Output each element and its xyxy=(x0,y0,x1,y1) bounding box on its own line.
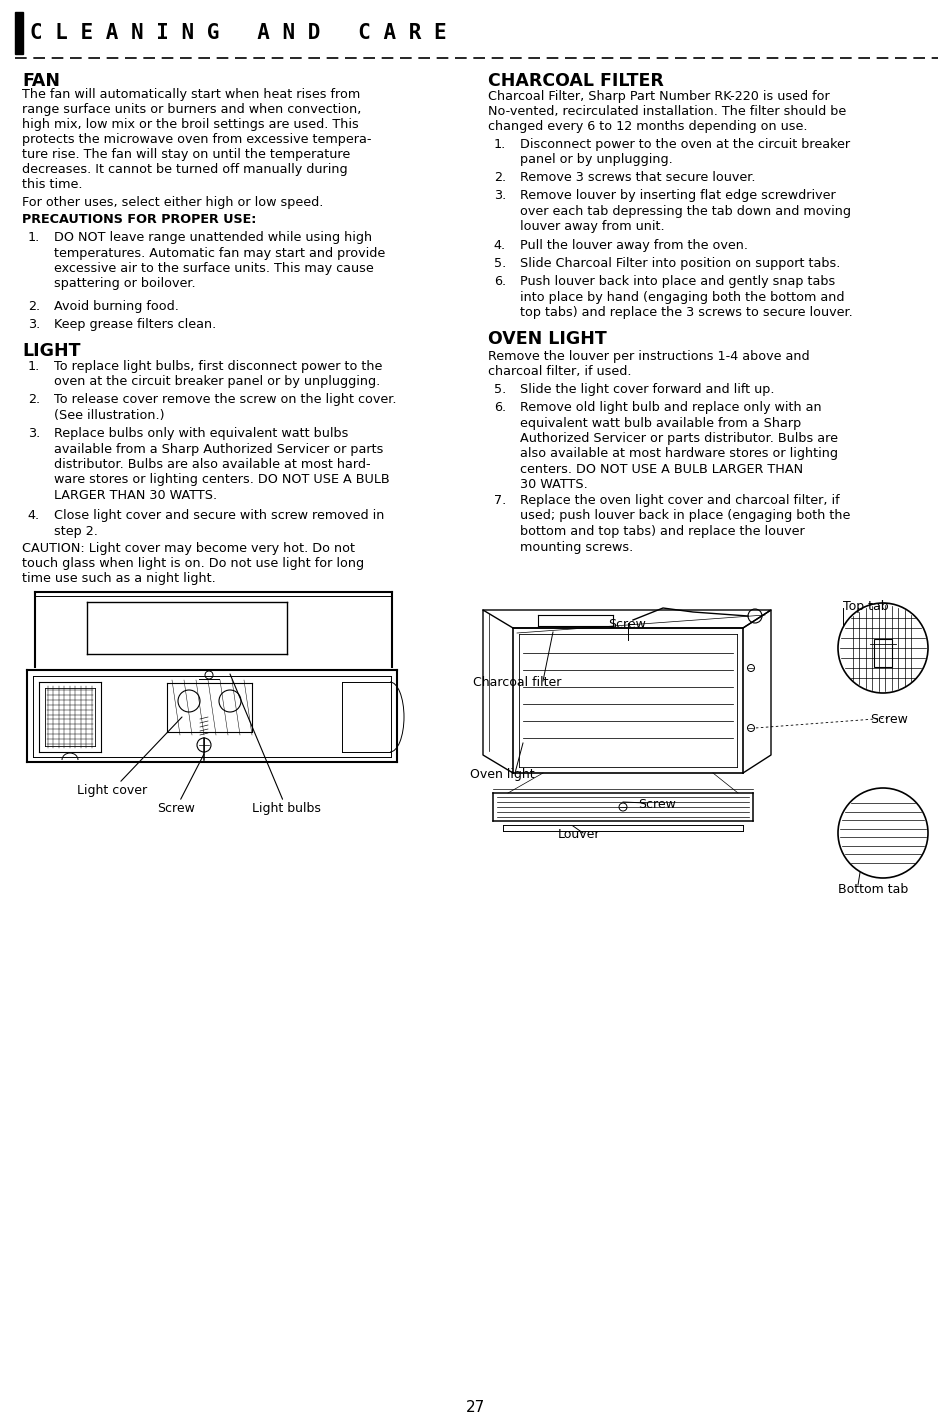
Text: Top tab: Top tab xyxy=(843,600,887,613)
Text: protects the microwave oven from excessive tempera-: protects the microwave oven from excessi… xyxy=(22,133,371,146)
Text: 7.: 7. xyxy=(493,494,506,507)
Text: decreases. It cannot be turned off manually during: decreases. It cannot be turned off manua… xyxy=(22,163,347,175)
Text: high mix, low mix or the broil settings are used. This: high mix, low mix or the broil settings … xyxy=(22,117,358,132)
Text: spattering or boilover.: spattering or boilover. xyxy=(54,277,195,290)
Text: Remove 3 screws that secure louver.: Remove 3 screws that secure louver. xyxy=(520,171,755,184)
Text: 2.: 2. xyxy=(28,393,40,406)
Text: step 2.: step 2. xyxy=(54,525,98,538)
Text: Remove louver by inserting flat edge screwdriver: Remove louver by inserting flat edge scr… xyxy=(520,190,835,202)
Text: excessive air to the surface units. This may cause: excessive air to the surface units. This… xyxy=(54,262,373,275)
Text: changed every 6 to 12 months depending on use.: changed every 6 to 12 months depending o… xyxy=(487,120,806,133)
Text: 3.: 3. xyxy=(28,427,40,440)
Text: 5.: 5. xyxy=(493,258,506,270)
Text: Screw: Screw xyxy=(637,798,675,811)
Text: DO NOT leave range unattended while using high: DO NOT leave range unattended while usin… xyxy=(54,231,371,243)
Text: this time.: this time. xyxy=(22,178,83,191)
Text: Push louver back into place and gently snap tabs: Push louver back into place and gently s… xyxy=(520,275,834,289)
Text: Louver: Louver xyxy=(558,828,600,841)
Text: Light cover: Light cover xyxy=(77,717,182,797)
Text: 30 WATTS.: 30 WATTS. xyxy=(520,478,587,491)
Bar xyxy=(873,640,891,666)
Text: 1.: 1. xyxy=(28,231,40,243)
Text: Slide Charcoal Filter into position on support tabs.: Slide Charcoal Filter into position on s… xyxy=(520,258,840,270)
Text: Screw: Screw xyxy=(157,754,204,815)
Text: available from a Sharp Authorized Servicer or parts: available from a Sharp Authorized Servic… xyxy=(54,443,383,456)
Text: 2.: 2. xyxy=(493,171,506,184)
Text: temperatures. Automatic fan may start and provide: temperatures. Automatic fan may start an… xyxy=(54,246,385,259)
Text: To release cover remove the screw on the light cover.: To release cover remove the screw on the… xyxy=(54,393,396,406)
Text: 4.: 4. xyxy=(493,239,506,252)
Text: Screw: Screw xyxy=(607,618,645,631)
Text: Close light cover and secure with screw removed in: Close light cover and secure with screw … xyxy=(54,509,384,522)
Text: Authorized Servicer or parts distributor. Bulbs are: Authorized Servicer or parts distributor… xyxy=(520,432,837,444)
Text: Remove the louver per instructions 1-4 above and: Remove the louver per instructions 1-4 a… xyxy=(487,350,809,364)
Text: 6.: 6. xyxy=(493,400,506,415)
Text: over each tab depressing the tab down and moving: over each tab depressing the tab down an… xyxy=(520,205,850,218)
Text: 1.: 1. xyxy=(28,359,40,374)
Text: C L E A N I N G   A N D   C A R E: C L E A N I N G A N D C A R E xyxy=(30,23,446,42)
Text: into place by hand (engaging both the bottom and: into place by hand (engaging both the bo… xyxy=(520,290,843,303)
Text: 6.: 6. xyxy=(493,275,506,289)
Text: The fan will automatically start when heat rises from: The fan will automatically start when he… xyxy=(22,88,360,100)
Text: also available at most hardware stores or lighting: also available at most hardware stores o… xyxy=(520,447,837,460)
Text: 4.: 4. xyxy=(28,509,40,522)
Circle shape xyxy=(837,603,927,693)
Text: used; push louver back in place (engaging both the: used; push louver back in place (engagin… xyxy=(520,509,849,522)
Text: 27: 27 xyxy=(466,1399,486,1415)
Text: Slide the light cover forward and lift up.: Slide the light cover forward and lift u… xyxy=(520,383,774,396)
Text: 3.: 3. xyxy=(493,190,506,202)
Text: Replace the oven light cover and charcoal filter, if: Replace the oven light cover and charcoa… xyxy=(520,494,839,507)
Text: ware stores or lighting centers. DO NOT USE A BULB: ware stores or lighting centers. DO NOT … xyxy=(54,474,389,487)
Text: To replace light bulbs, first disconnect power to the: To replace light bulbs, first disconnect… xyxy=(54,359,382,374)
Text: Avoid burning food.: Avoid burning food. xyxy=(54,300,179,313)
Text: CHARCOAL FILTER: CHARCOAL FILTER xyxy=(487,72,664,91)
Text: panel or by unplugging.: panel or by unplugging. xyxy=(520,153,672,167)
Text: Bottom tab: Bottom tab xyxy=(837,883,907,896)
Text: Replace bulbs only with equivalent watt bulbs: Replace bulbs only with equivalent watt … xyxy=(54,427,348,440)
Text: oven at the circuit breaker panel or by unplugging.: oven at the circuit breaker panel or by … xyxy=(54,375,380,389)
Text: 3.: 3. xyxy=(28,318,40,331)
Text: LIGHT: LIGHT xyxy=(22,342,80,359)
Text: Charcoal Filter, Sharp Part Number RK-220 is used for: Charcoal Filter, Sharp Part Number RK-22… xyxy=(487,91,829,103)
Text: distributor. Bulbs are also available at most hard-: distributor. Bulbs are also available at… xyxy=(54,458,370,471)
Text: 5.: 5. xyxy=(493,383,506,396)
Text: Remove old light bulb and replace only with an: Remove old light bulb and replace only w… xyxy=(520,400,821,415)
Text: For other uses, select either high or low speed.: For other uses, select either high or lo… xyxy=(22,197,323,209)
Text: louver away from unit.: louver away from unit. xyxy=(520,219,664,233)
Text: Light bulbs: Light bulbs xyxy=(229,674,321,815)
Text: Oven light: Oven light xyxy=(469,768,534,781)
Text: FAN: FAN xyxy=(22,72,60,91)
Text: Disconnect power to the oven at the circuit breaker: Disconnect power to the oven at the circ… xyxy=(520,139,849,151)
Text: 2.: 2. xyxy=(28,300,40,313)
Text: touch glass when light is on. Do not use light for long: touch glass when light is on. Do not use… xyxy=(22,558,364,570)
Text: No-vented, recirculated installation. The filter should be: No-vented, recirculated installation. Th… xyxy=(487,105,845,117)
Text: Keep grease filters clean.: Keep grease filters clean. xyxy=(54,318,216,331)
Text: equivalent watt bulb available from a Sharp: equivalent watt bulb available from a Sh… xyxy=(520,416,801,430)
Text: bottom and top tabs) and replace the louver: bottom and top tabs) and replace the lou… xyxy=(520,525,803,538)
Text: centers. DO NOT USE A BULB LARGER THAN: centers. DO NOT USE A BULB LARGER THAN xyxy=(520,463,803,475)
Text: top tabs) and replace the 3 screws to secure louver.: top tabs) and replace the 3 screws to se… xyxy=(520,306,852,318)
Circle shape xyxy=(837,788,927,877)
Text: CAUTION: Light cover may become very hot. Do not: CAUTION: Light cover may become very hot… xyxy=(22,542,355,555)
Text: LARGER THAN 30 WATTS.: LARGER THAN 30 WATTS. xyxy=(54,490,217,502)
Text: range surface units or burners and when convection,: range surface units or burners and when … xyxy=(22,103,361,116)
Text: time use such as a night light.: time use such as a night light. xyxy=(22,572,215,584)
Text: (See illustration.): (See illustration.) xyxy=(54,409,165,422)
Text: mounting screws.: mounting screws. xyxy=(520,541,632,553)
Text: 1.: 1. xyxy=(493,139,506,151)
Text: Screw: Screw xyxy=(869,713,907,726)
Bar xyxy=(15,11,23,54)
Text: Pull the louver away from the oven.: Pull the louver away from the oven. xyxy=(520,239,747,252)
Text: ture rise. The fan will stay on until the temperature: ture rise. The fan will stay on until th… xyxy=(22,149,350,161)
Text: PRECAUTIONS FOR PROPER USE:: PRECAUTIONS FOR PROPER USE: xyxy=(22,214,256,226)
Text: Charcoal filter: Charcoal filter xyxy=(472,676,561,689)
Text: OVEN LIGHT: OVEN LIGHT xyxy=(487,330,606,348)
Text: charcoal filter, if used.: charcoal filter, if used. xyxy=(487,365,631,378)
